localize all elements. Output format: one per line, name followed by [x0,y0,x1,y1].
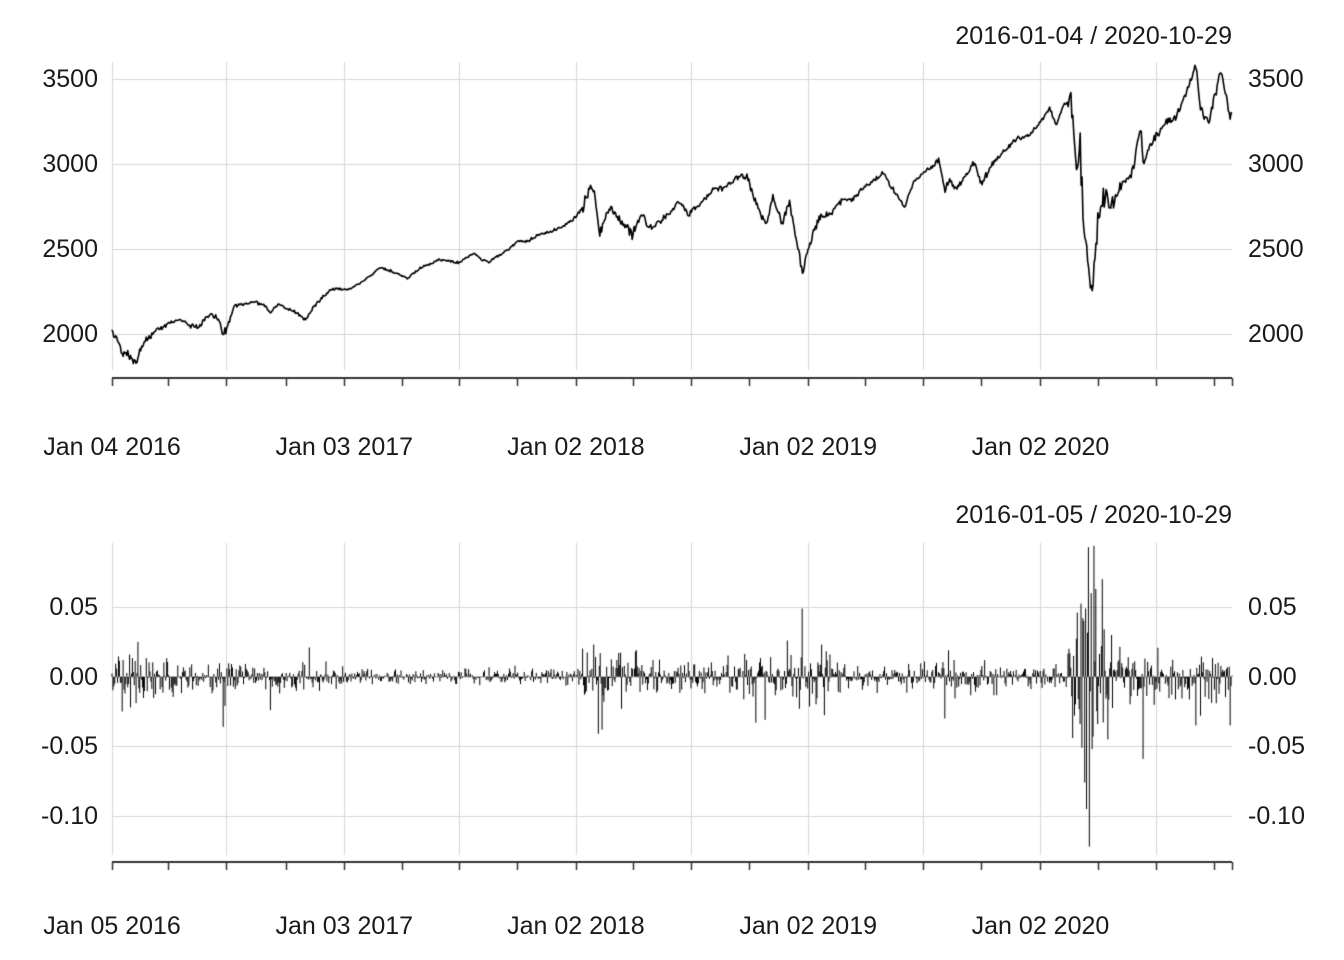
y-axis-tick-label-right: -0.05 [1248,732,1305,761]
y-axis-tick-label-right: -0.10 [1248,802,1305,830]
y-axis-tick-label-left: 2500 [42,235,98,264]
y-axis-tick-label-left: 0.00 [49,662,98,691]
x-axis-tick-label: Jan 03 2017 [275,433,414,461]
y-axis-tick-label-right: 2000 [1248,320,1304,349]
y-axis-tick-label-left: -0.10 [41,802,98,830]
x-axis-tick-label: Jan 02 2019 [739,433,877,461]
price-chart-title: 2016-01-04 / 2020-10-29 [955,22,1232,50]
x-axis-tick-label: Jan 05 2016 [43,912,181,940]
x-axis-tick-label: Jan 02 2020 [971,912,1110,940]
y-axis-tick-label-right: 3000 [1248,150,1304,179]
returns-chart-title: 2016-01-05 / 2020-10-29 [955,501,1232,529]
y-axis-tick-label-left: 2000 [42,320,98,349]
x-axis-tick-label: Jan 02 2019 [739,912,877,940]
y-axis-tick-label-right: 3500 [1248,65,1304,94]
x-axis-tick-label: Jan 02 2018 [507,433,645,461]
y-axis-tick-label-right: 2500 [1248,235,1304,264]
y-axis-tick-label-left: 3000 [42,150,98,179]
y-axis-tick-label-right: 0.05 [1248,593,1297,622]
y-axis-tick-label-left: -0.05 [41,732,98,761]
x-axis-tick-label: Jan 02 2020 [971,433,1110,461]
x-axis-tick-label: Jan 02 2018 [507,912,645,940]
x-axis-tick-label: Jan 03 2017 [275,912,414,940]
y-axis-tick-label-right: 0.00 [1248,662,1297,691]
y-axis-tick-label-left: 0.05 [49,593,98,622]
y-axis-tick-label-left: 3500 [42,65,98,94]
x-axis-tick-label: Jan 04 2016 [43,433,181,461]
